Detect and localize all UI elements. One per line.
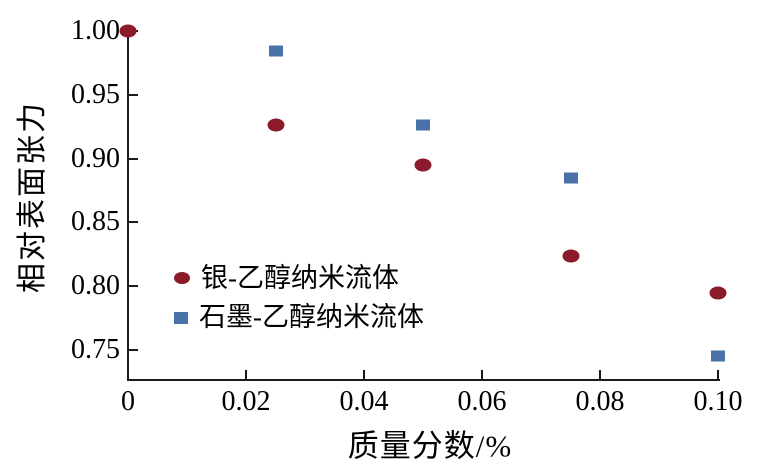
data-point bbox=[267, 118, 284, 132]
y-tick-label: 0.95 bbox=[71, 78, 120, 110]
y-tick-label: 0.75 bbox=[71, 334, 120, 365]
square-marker-icon bbox=[174, 311, 188, 324]
y-tick-mark bbox=[129, 285, 138, 288]
x-tick-label: 0.02 bbox=[221, 386, 271, 417]
data-point bbox=[563, 172, 578, 184]
x-tick-mark bbox=[245, 370, 247, 379]
x-axis-line bbox=[127, 379, 720, 381]
y-tick-mark bbox=[129, 221, 138, 224]
y-tick-label: 0.90 bbox=[71, 142, 120, 174]
data-point bbox=[416, 119, 430, 131]
y-tick-mark bbox=[129, 157, 138, 160]
x-tick-mark bbox=[717, 370, 719, 379]
data-point bbox=[562, 249, 579, 263]
legend-item-silver-ethanol: 银-乙醇纳米流体 bbox=[174, 262, 424, 294]
legend-label: 银-乙醇纳米流体 bbox=[201, 263, 399, 293]
x-tick-label: 0.04 bbox=[339, 386, 389, 417]
x-tick-label: 0.06 bbox=[457, 386, 507, 417]
y-tick-label: 1.00 bbox=[71, 15, 120, 46]
x-tick-label: 0.08 bbox=[575, 386, 625, 417]
x-tick-mark bbox=[127, 370, 129, 379]
y-tick-mark bbox=[129, 349, 138, 351]
circle-marker-icon bbox=[174, 272, 190, 285]
x-tick-label: 0 bbox=[121, 386, 135, 417]
data-point bbox=[268, 45, 283, 57]
legend: 银-乙醇纳米流体 石墨-乙醇纳米流体 bbox=[174, 262, 424, 334]
y-tick-mark bbox=[129, 93, 138, 96]
data-point bbox=[414, 158, 432, 172]
legend-item-graphite-ethanol: 石墨-乙醇纳米流体 bbox=[174, 301, 424, 333]
x-tick-mark bbox=[363, 370, 365, 379]
data-point bbox=[711, 350, 725, 362]
y-tick-label: 0.85 bbox=[71, 206, 120, 238]
y-axis-line bbox=[127, 30, 129, 381]
y-tick-label: 0.80 bbox=[71, 270, 120, 302]
x-tick-mark bbox=[481, 370, 483, 379]
x-tick-label: 0.10 bbox=[693, 386, 743, 417]
x-axis-title: 质量分数/% bbox=[347, 428, 513, 464]
data-point bbox=[119, 24, 137, 38]
y-axis-title: 相对表面张力 bbox=[16, 101, 49, 293]
data-point bbox=[709, 286, 727, 300]
legend-label: 石墨-乙醇纳米流体 bbox=[199, 302, 424, 333]
x-tick-mark bbox=[599, 370, 601, 379]
